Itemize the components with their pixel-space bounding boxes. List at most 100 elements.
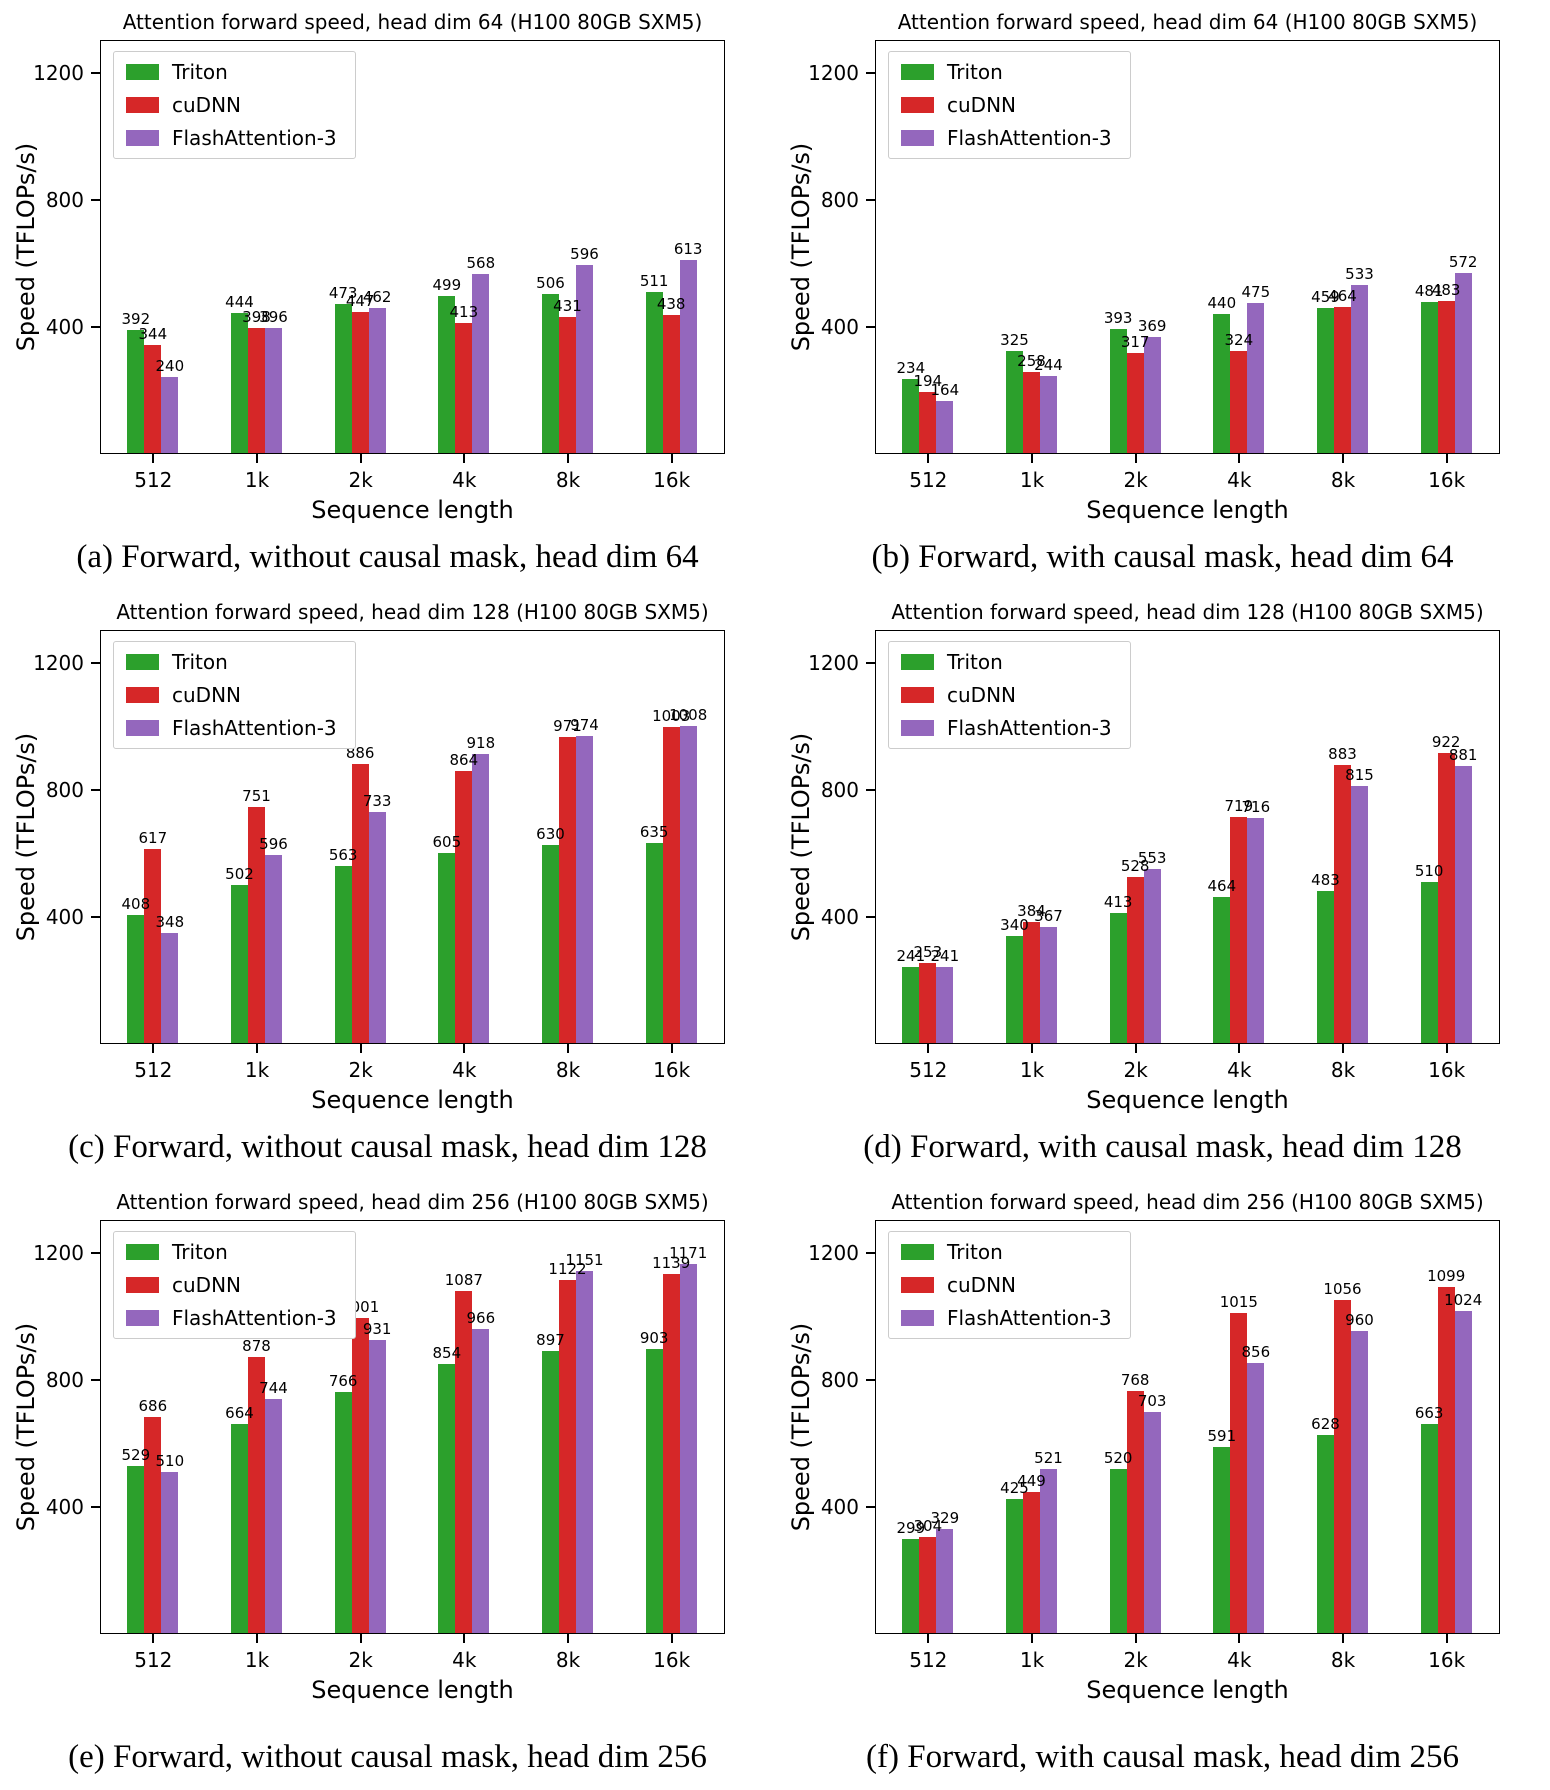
bar-value-label: 635: [639, 823, 669, 841]
y-tick-label: 1200: [33, 61, 84, 86]
chart-title: Attention forward speed, head dim 128 (H…: [891, 600, 1484, 624]
bar-value-label: 413: [1103, 892, 1133, 911]
legend-item: cuDNN: [126, 685, 337, 705]
legend-item: Triton: [126, 652, 337, 672]
bar-value-label: 1024: [1444, 1290, 1483, 1309]
x-tick-mark: [1134, 1044, 1137, 1053]
y-tick-label: 400: [820, 315, 859, 340]
bar-flashattention-3: 367: [1034, 909, 1063, 1043]
bar-group: 511 438 613: [640, 241, 702, 453]
legend-label: FlashAttention-3: [172, 1306, 337, 1330]
x-tick-mark: [1342, 1044, 1344, 1053]
bar-value-label: 628: [1311, 1415, 1340, 1434]
legend-label: FlashAttention-3: [947, 716, 1112, 740]
bar-group: 663 1099 1024: [1415, 1268, 1482, 1633]
bar-value-label: 473: [328, 284, 358, 302]
legend-label: Triton: [947, 60, 1003, 84]
bar-triton: 234: [897, 361, 925, 453]
legend-swatch-cudnn: [901, 97, 934, 113]
bar-value-label: 438: [656, 295, 686, 314]
y-axis-label: Speed (TFLOPs/s): [12, 1322, 40, 1532]
x-tick-label: 512: [134, 1058, 173, 1082]
bar-value-label: 528: [1120, 856, 1150, 875]
bar-triton: 393: [1104, 311, 1132, 453]
legend-item: cuDNN: [126, 95, 337, 115]
y-tick-mark: [91, 1379, 100, 1382]
bar-value-label: 1087: [444, 1270, 483, 1289]
legend-item: cuDNN: [901, 685, 1112, 705]
chart-panel-c: Attention forward speed, head dim 128 (H…: [0, 590, 775, 1180]
bar-value-label: 506: [536, 273, 565, 292]
bar-cudnn: 304: [914, 1519, 942, 1633]
bar-value-label: 664: [225, 1403, 254, 1422]
caption: (c) Forward, without causal mask, head d…: [68, 1129, 707, 1165]
x-tick-label: 8k: [555, 1058, 581, 1082]
bar-triton: 481: [1415, 283, 1443, 453]
bar-value-label: 883: [1328, 744, 1357, 763]
y-tick-mark: [91, 1252, 100, 1255]
bar-triton: 635: [640, 825, 668, 1043]
bar-value-label: 369: [1137, 316, 1167, 335]
y-tick-label: 400: [45, 315, 84, 340]
bar-triton: 664: [225, 1405, 254, 1633]
legend-swatch-cudnn: [901, 1277, 934, 1293]
bar-value-label: 413: [449, 302, 479, 321]
legend-label: Triton: [172, 650, 228, 674]
bar-value-label: 317: [1120, 333, 1150, 352]
bar-group: 897 1122 1151: [536, 1252, 604, 1633]
x-tick-mark: [1445, 1044, 1448, 1053]
x-tick-mark: [1342, 454, 1344, 463]
x-tick-mark: [927, 454, 930, 463]
bar-value-label: 596: [259, 835, 288, 854]
bar-value-label: 716: [1241, 797, 1271, 816]
x-tick-mark: [1342, 1634, 1344, 1643]
y-tick-label: 400: [45, 905, 84, 930]
chart-title: Attention forward speed, head dim 128 (H…: [116, 600, 709, 624]
y-tick-label: 800: [45, 1368, 84, 1393]
bar-value-label: 440: [1207, 294, 1237, 313]
bar-cudnn: 719: [1225, 798, 1253, 1043]
x-tick-mark: [1238, 1634, 1241, 1643]
legend-label: cuDNN: [947, 93, 1016, 117]
bar-value-label: 304: [913, 1517, 943, 1536]
legend: Triton cuDNN FlashAttention-3: [113, 641, 356, 749]
bar-value-label: 864: [449, 750, 479, 769]
x-tick-label: 4k: [1227, 1648, 1252, 1672]
bar-group: 481 483 572: [1415, 254, 1477, 453]
bar-value-label: 1171: [669, 1244, 708, 1263]
legend-label: Triton: [947, 1240, 1003, 1264]
bar-value-label: 510: [155, 1452, 185, 1471]
bar-triton: 854: [433, 1346, 461, 1633]
bar-flashattention-3: 164: [931, 383, 959, 453]
legend-item: FlashAttention-3: [901, 1308, 1112, 1328]
bar-value-label: 1099: [1427, 1266, 1466, 1285]
bar-group: 903 1139 1171: [640, 1246, 707, 1633]
caption: (f) Forward, with causal mask, head dim …: [866, 1739, 1459, 1775]
bar-flashattention-3: 1008: [669, 707, 707, 1043]
bar-value-label: 510: [1414, 862, 1444, 881]
bar-cudnn: 1015: [1220, 1295, 1258, 1633]
legend-swatch-flashattention-3: [901, 1310, 934, 1326]
x-tick-label: 512: [134, 1648, 173, 1672]
x-tick-label: 16k: [1428, 468, 1466, 492]
x-tick-mark: [1134, 454, 1137, 463]
legend-swatch-cudnn: [126, 97, 159, 113]
chart-title: Attention forward speed, head dim 64 (H1…: [897, 10, 1478, 34]
bar-cudnn: 253: [914, 945, 942, 1043]
bar-value-label: 1008: [669, 705, 708, 724]
x-tick-label: 4k: [1227, 1058, 1252, 1082]
bar-value-label: 966: [466, 1308, 496, 1327]
x-tick-label: 4k: [452, 468, 477, 492]
x-tick-label: 16k: [653, 468, 691, 492]
legend: Triton cuDNN FlashAttention-3: [888, 1231, 1131, 1339]
x-tick-label: 1k: [1019, 1648, 1045, 1672]
bar-group: 459 464 533: [1311, 267, 1374, 453]
bar-value-label: 733: [362, 792, 392, 811]
bar-flashattention-3: 1151: [565, 1252, 604, 1633]
legend-item: FlashAttention-3: [126, 128, 337, 148]
bar-triton: 473: [329, 286, 357, 453]
legend-label: cuDNN: [172, 93, 241, 117]
x-tick-label: 1k: [244, 1058, 270, 1082]
legend-item: cuDNN: [126, 1275, 337, 1295]
legend-swatch-cudnn: [126, 687, 159, 703]
